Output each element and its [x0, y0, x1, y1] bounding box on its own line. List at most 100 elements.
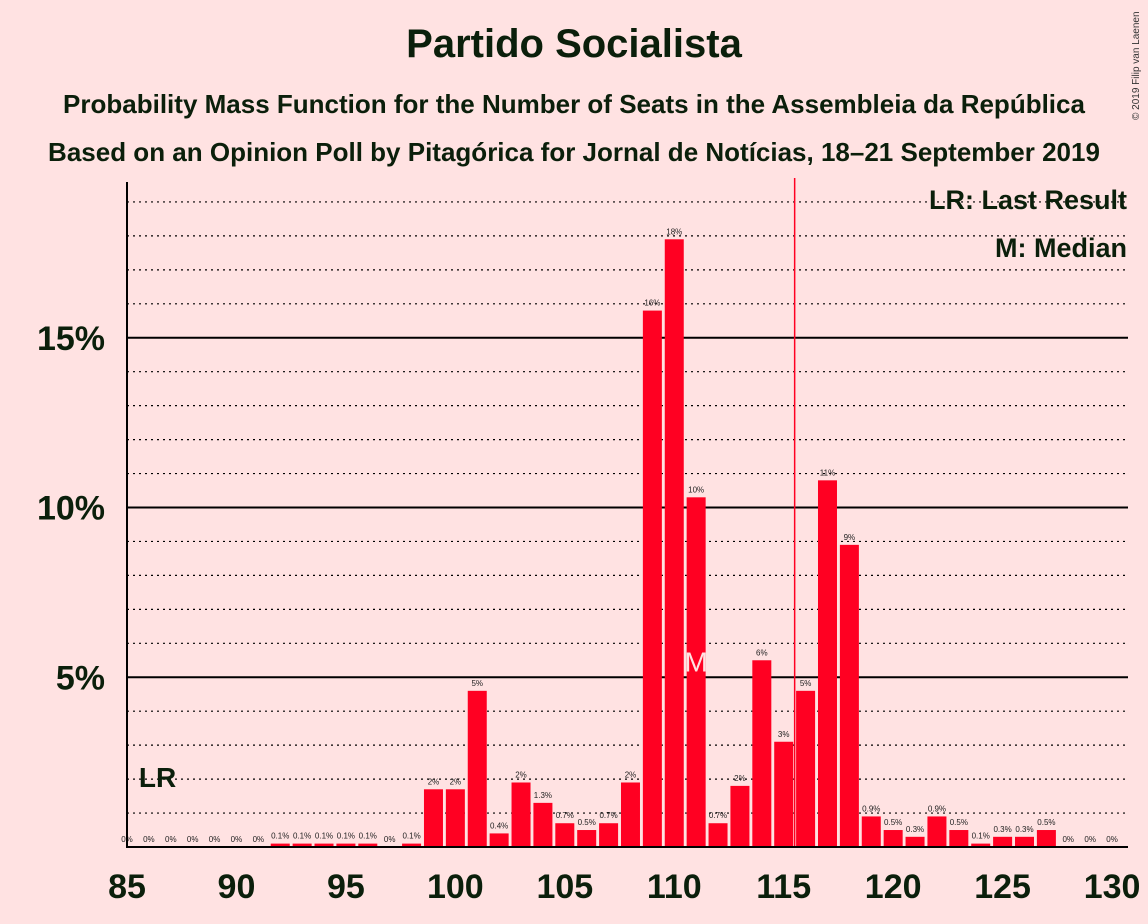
chart-subtitle: Probability Mass Function for the Number… — [63, 89, 1085, 119]
data-label-seat-125: 0.3% — [993, 825, 1011, 834]
bar-seat-118 — [839, 544, 859, 847]
x-tick-label: 120 — [865, 868, 922, 906]
data-label-seat-119: 0.9% — [862, 804, 880, 813]
median-marker: M — [684, 646, 707, 677]
data-label-seat-130: 0% — [1106, 835, 1118, 844]
bar-seat-119 — [861, 816, 881, 847]
data-label-seat-110: 18% — [666, 227, 682, 236]
bar-seat-110 — [664, 239, 684, 848]
bar-seat-93 — [292, 843, 312, 847]
data-label-seat-115: 3% — [778, 730, 790, 739]
data-label-seat-103: 2% — [515, 770, 527, 779]
bar-seat-104 — [533, 802, 553, 847]
legend-item: M: Median — [995, 233, 1127, 263]
bar-seat-98 — [402, 843, 422, 847]
data-label-seat-89: 0% — [209, 835, 221, 844]
data-label-seat-129: 0% — [1084, 835, 1096, 844]
bar-seat-111 — [686, 497, 706, 847]
y-tick-label: 15% — [37, 320, 105, 358]
data-label-seat-86: 0% — [143, 835, 155, 844]
bar-seat-103 — [511, 782, 531, 847]
data-label-seat-91: 0% — [253, 835, 265, 844]
data-label-seat-114: 6% — [756, 648, 768, 657]
data-label-seat-96: 0.1% — [359, 832, 377, 841]
bar-seat-120 — [883, 830, 903, 847]
bar-seat-92 — [270, 843, 290, 847]
data-label-seat-122: 0.9% — [928, 804, 946, 813]
data-label-seat-112: 0.7% — [709, 811, 727, 820]
bar-seat-108 — [620, 782, 640, 847]
x-tick-label: 95 — [327, 868, 365, 906]
bar-seat-125 — [993, 836, 1013, 847]
bar-seat-116 — [796, 690, 816, 847]
data-label-seat-127: 0.5% — [1037, 818, 1055, 827]
data-label-seat-113: 2% — [734, 774, 746, 783]
data-label-seat-108: 2% — [625, 770, 637, 779]
data-label-seat-87: 0% — [165, 835, 177, 844]
bar-seat-94 — [314, 843, 334, 847]
y-tick-label: 5% — [56, 659, 105, 697]
bar-seat-102 — [489, 833, 509, 847]
bar-seat-117 — [817, 480, 837, 847]
x-tick-label: 105 — [536, 868, 593, 906]
bar-seat-114 — [752, 660, 772, 847]
x-tick-label: 100 — [427, 868, 484, 906]
y-tick-label: 10% — [37, 490, 105, 528]
data-label-seat-117: 11% — [820, 468, 835, 477]
bar-seat-115 — [774, 741, 794, 847]
x-tick-label: 125 — [974, 868, 1031, 906]
data-label-seat-90: 0% — [231, 835, 243, 844]
data-label-seat-121: 0.3% — [906, 825, 924, 834]
bar-seat-99 — [423, 789, 443, 847]
x-tick-label: 115 — [756, 868, 811, 906]
bar-seat-127 — [1036, 830, 1056, 847]
legend-item: LR: Last Result — [929, 185, 1127, 215]
data-label-seat-126: 0.3% — [1015, 825, 1033, 834]
data-label-seat-93: 0.1% — [293, 832, 311, 841]
data-label-seat-106: 0.5% — [578, 818, 596, 827]
x-tick-label: 110 — [647, 868, 702, 906]
chart-title: Partido Socialista — [406, 22, 742, 66]
data-label-seat-102: 0.4% — [490, 821, 508, 830]
bar-seat-96 — [358, 843, 378, 847]
bar-seat-113 — [730, 785, 750, 847]
data-label-seat-94: 0.1% — [315, 832, 333, 841]
bar-seat-124 — [971, 843, 991, 847]
data-label-seat-98: 0.1% — [402, 832, 420, 841]
bar-seat-109 — [642, 310, 662, 848]
data-label-seat-109: 16% — [644, 299, 660, 308]
data-label-seat-123: 0.5% — [950, 818, 968, 827]
bar-seat-106 — [577, 830, 597, 847]
data-label-seat-104: 1.3% — [534, 791, 552, 800]
data-label-seat-107: 0.7% — [599, 811, 617, 820]
bar-seat-126 — [1015, 836, 1034, 847]
bar-seat-95 — [336, 843, 356, 847]
x-tick-label: 85 — [108, 868, 146, 906]
data-label-seat-124: 0.1% — [972, 832, 990, 841]
bar-seat-100 — [445, 789, 465, 847]
bar-seat-101 — [467, 690, 487, 847]
x-tick-label: 130 — [1084, 868, 1141, 906]
bar-seat-107 — [599, 823, 619, 847]
bar-seat-121 — [905, 836, 925, 847]
data-label-seat-97: 0% — [384, 835, 396, 844]
data-label-seat-88: 0% — [187, 835, 199, 844]
last-result-label: LR — [139, 762, 176, 793]
data-label-seat-118: 9% — [844, 533, 856, 542]
data-label-seat-105: 0.7% — [556, 811, 574, 820]
data-label-seat-111: 10% — [688, 485, 704, 494]
bar-seat-123 — [949, 830, 969, 847]
data-label-seat-100: 2% — [450, 777, 462, 786]
data-label-seat-116: 5% — [800, 679, 812, 688]
data-label-seat-92: 0.1% — [271, 832, 289, 841]
bar-seat-122 — [927, 816, 947, 847]
chart-source-subtitle: Based on an Opinion Poll by Pitagórica f… — [48, 137, 1100, 167]
data-label-seat-95: 0.1% — [337, 832, 355, 841]
bar-seat-105 — [555, 823, 575, 847]
data-label-seat-120: 0.5% — [884, 818, 902, 827]
x-tick-label: 90 — [218, 868, 256, 906]
data-label-seat-128: 0% — [1062, 835, 1074, 844]
data-label-seat-99: 2% — [428, 777, 440, 786]
bar-seat-112 — [708, 823, 728, 847]
